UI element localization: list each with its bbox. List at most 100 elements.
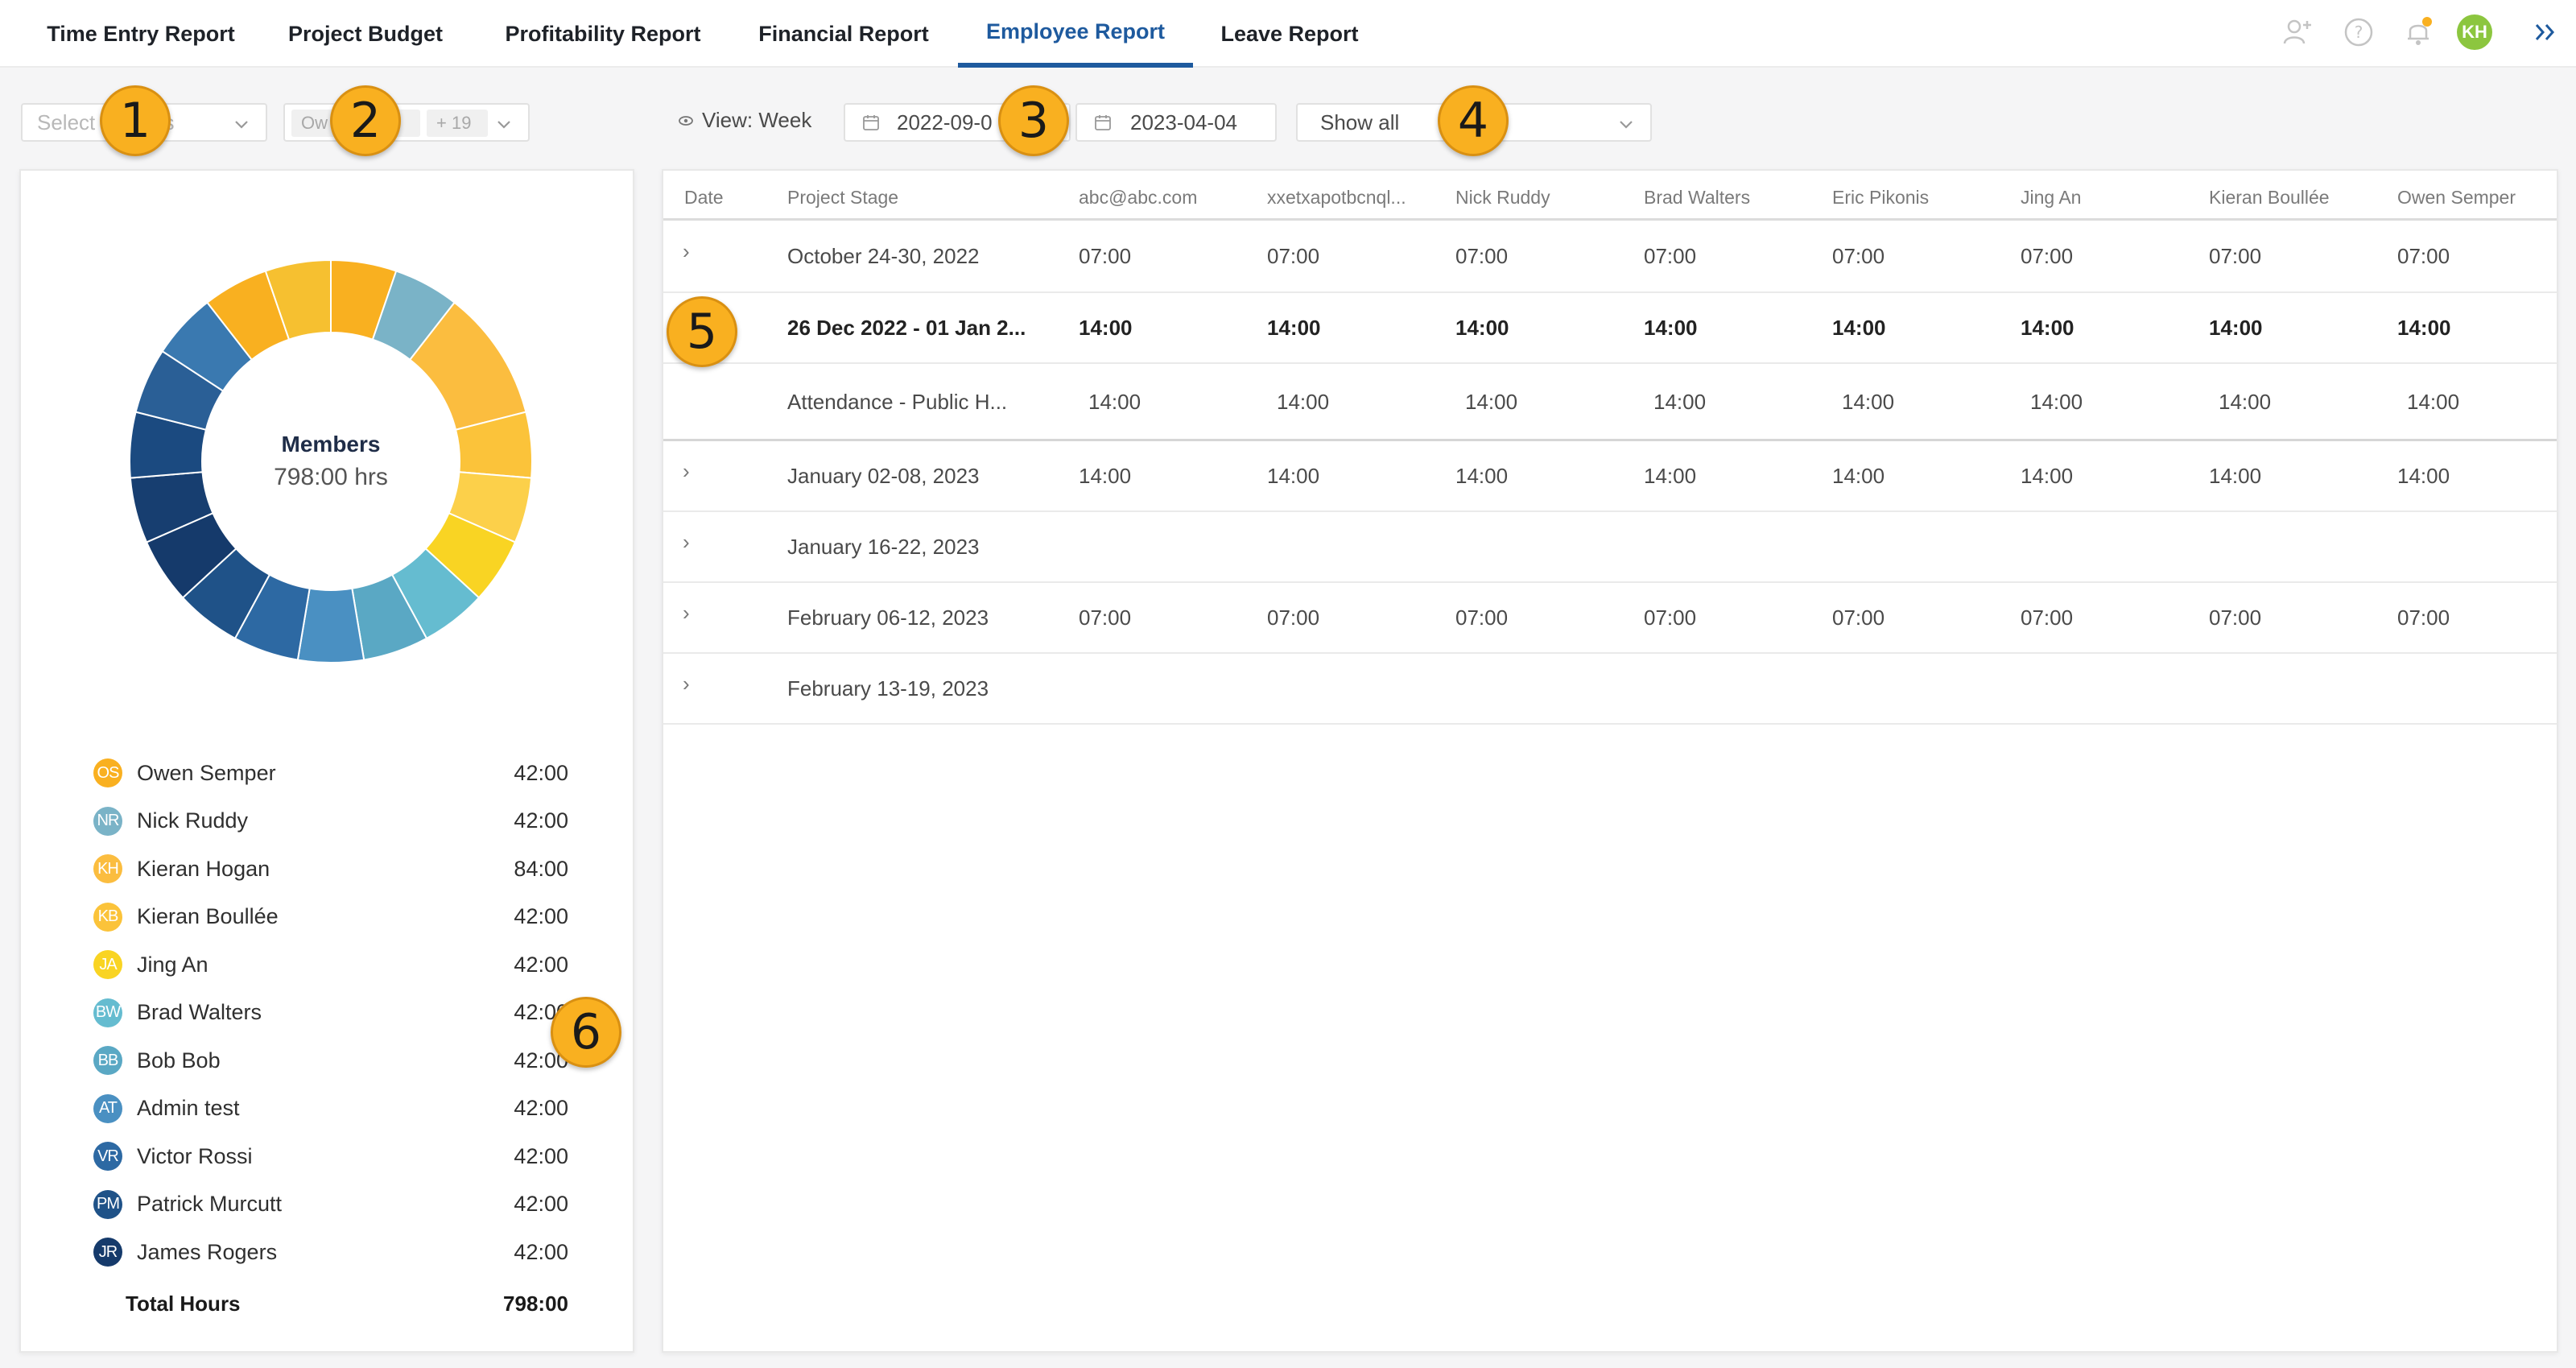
bell-icon[interactable] <box>2401 14 2436 50</box>
hours-cell: 07:00 <box>2209 244 2262 268</box>
member-name: Kieran Boullée <box>137 904 279 928</box>
member-avatar: KB <box>93 902 122 932</box>
member-name: James Rogers <box>137 1239 278 1264</box>
table-row[interactable]: 26 Dec 2022 - 01 Jan 2... 14:00 14:00 14:00… <box>663 293 2557 364</box>
table-row[interactable]: › January 02-08, 2023 14:00 14:00 14:00 14:00… <box>663 441 2557 512</box>
chevron-down-icon <box>497 121 510 129</box>
column-header[interactable]: Jing An <box>2021 187 2082 208</box>
column-header[interactable]: abc@abc.com <box>1079 187 1198 208</box>
column-header[interactable]: Project Stage <box>787 187 899 208</box>
hours-cell: 14:00 <box>1653 390 1707 414</box>
member-avatar: JR <box>93 1238 122 1267</box>
table-row[interactable]: › January 16-22, 2023 <box>663 512 2557 583</box>
hours-cell: 14:00 <box>1465 390 1518 414</box>
column-header[interactable]: xxetxapotbcnql... <box>1267 187 1406 208</box>
project-stage-cell: January 16-22, 2023 <box>787 535 980 559</box>
member-name: Kieran Hogan <box>137 856 270 881</box>
total-hours-label: Total Hours <box>126 1292 241 1316</box>
hours-cell: 14:00 <box>2021 316 2074 340</box>
column-header[interactable]: Owen Semper <box>2397 187 2516 208</box>
callout-badge: 5 <box>667 296 737 367</box>
column-header[interactable]: Eric Pikonis <box>1832 187 1930 208</box>
member-name: Patrick Murcutt <box>137 1192 283 1216</box>
chevron-down-icon <box>235 121 248 129</box>
hours-cell: 14:00 <box>2209 316 2263 340</box>
hours-cell: 14:00 <box>2397 316 2451 340</box>
column-header[interactable]: Date <box>684 187 724 208</box>
tab-profitability-report[interactable]: Profitability Report <box>505 21 701 46</box>
expand-row-chevron-icon[interactable]: › <box>683 601 690 625</box>
add-user-icon[interactable] <box>2280 14 2315 50</box>
project-stage-cell: 26 Dec 2022 - 01 Jan 2... <box>787 316 1026 340</box>
hours-cell: 07:00 <box>1079 605 1132 630</box>
end-date-field[interactable]: 2023-04-04 <box>1075 103 1277 142</box>
view-week-toggle[interactable]: View: Week <box>678 108 811 133</box>
members-donut-chart: Members 798:00 hrs <box>118 248 544 675</box>
hours-cell: 14:00 <box>2219 390 2272 414</box>
hours-cell: 07:00 <box>1832 244 1885 268</box>
table-row[interactable]: › February 06-12, 2023 07:00 07:00 07:00 07:0… <box>663 583 2557 654</box>
hours-cell: 07:00 <box>2021 244 2074 268</box>
member-hours: 42:00 <box>514 808 568 833</box>
member-row: JR James Rogers 42:00 <box>93 1236 568 1268</box>
hours-cell: 07:00 <box>1267 605 1320 630</box>
table-row[interactable]: Attendance - Public H... 14:00 14:00 14:00 1… <box>663 364 2557 441</box>
table-row[interactable]: › October 24-30, 2022 07:00 07:00 07:00 07:00… <box>663 221 2557 293</box>
help-icon[interactable]: ? <box>2341 14 2376 50</box>
expand-row-chevron-icon[interactable]: › <box>683 239 690 263</box>
callout-badge: 2 <box>330 85 401 156</box>
hours-cell: 14:00 <box>1644 316 1698 340</box>
hours-cell: 14:00 <box>1644 464 1697 488</box>
member-avatar: AT <box>93 1093 122 1123</box>
member-row: BB Bob Bob 42:00 <box>93 1044 568 1077</box>
donut-slice[interactable] <box>264 258 332 341</box>
hours-cell: 07:00 <box>2397 605 2450 630</box>
callout-badge: 4 <box>1438 85 1509 156</box>
calendar-icon <box>1095 115 1111 130</box>
tab-financial-report[interactable]: Financial Report <box>758 21 929 46</box>
hours-cell: 07:00 <box>1079 244 1132 268</box>
double-chevron-right-icon[interactable] <box>2528 14 2563 50</box>
view-week-label: View: Week <box>702 108 812 132</box>
member-hours: 42:00 <box>514 1192 568 1216</box>
tab-leave-report[interactable]: Leave Report <box>1220 21 1359 46</box>
show-all-label: Show all <box>1320 110 1400 134</box>
expand-row-chevron-icon[interactable]: › <box>683 672 690 696</box>
hours-cell: 14:00 <box>1832 316 1886 340</box>
column-header[interactable]: Nick Ruddy <box>1455 187 1550 208</box>
user-avatar[interactable]: KH <box>2457 14 2492 50</box>
tab-employee-report[interactable]: Employee Report <box>958 0 1193 68</box>
hours-cell: 07:00 <box>1832 605 1885 630</box>
hours-cell: 07:00 <box>2209 605 2262 630</box>
expand-row-chevron-icon[interactable]: › <box>683 530 690 554</box>
member-name: Brad Walters <box>137 1000 262 1024</box>
member-hours: 42:00 <box>514 904 568 928</box>
member-name: Nick Ruddy <box>137 808 249 833</box>
column-header[interactable]: Brad Walters <box>1644 187 1751 208</box>
tab-project-budget[interactable]: Project Budget <box>287 21 444 46</box>
hours-cell: 14:00 <box>1079 464 1132 488</box>
end-date-value: 2023-04-04 <box>1130 110 1237 134</box>
expand-row-chevron-icon[interactable]: › <box>683 459 690 483</box>
column-header[interactable]: Kieran Boullée <box>2209 187 2330 208</box>
member-hours: 42:00 <box>514 760 568 785</box>
member-avatar: NR <box>93 806 122 836</box>
tab-time-entry-report[interactable]: Time Entry Report <box>47 21 235 46</box>
members-select[interactable]: Ow + 19 <box>283 103 530 142</box>
project-stage-cell: February 06-12, 2023 <box>787 605 989 630</box>
member-row: BW Brad Walters 42:00 <box>93 997 568 1029</box>
hours-cell: 07:00 <box>2021 605 2074 630</box>
hours-cell: 14:00 <box>1079 316 1133 340</box>
hours-cell: 14:00 <box>1088 390 1141 414</box>
project-stage-cell: January 02-08, 2023 <box>787 464 980 488</box>
member-avatar: JA <box>93 950 122 979</box>
table-row[interactable]: › February 13-19, 2023 <box>663 654 2557 725</box>
hours-cell: 14:00 <box>1455 464 1509 488</box>
member-row: NR Nick Ruddy 42:00 <box>93 805 568 837</box>
start-date-value: 2022-09-0 <box>897 110 993 134</box>
total-hours-row: Total Hours 798:00 <box>126 1292 568 1316</box>
hours-cell: 07:00 <box>1644 244 1697 268</box>
member-row: AT Admin test 42:00 <box>93 1093 568 1125</box>
member-hours: 42:00 <box>514 952 568 977</box>
more-members-chip: + 19 <box>427 110 488 137</box>
